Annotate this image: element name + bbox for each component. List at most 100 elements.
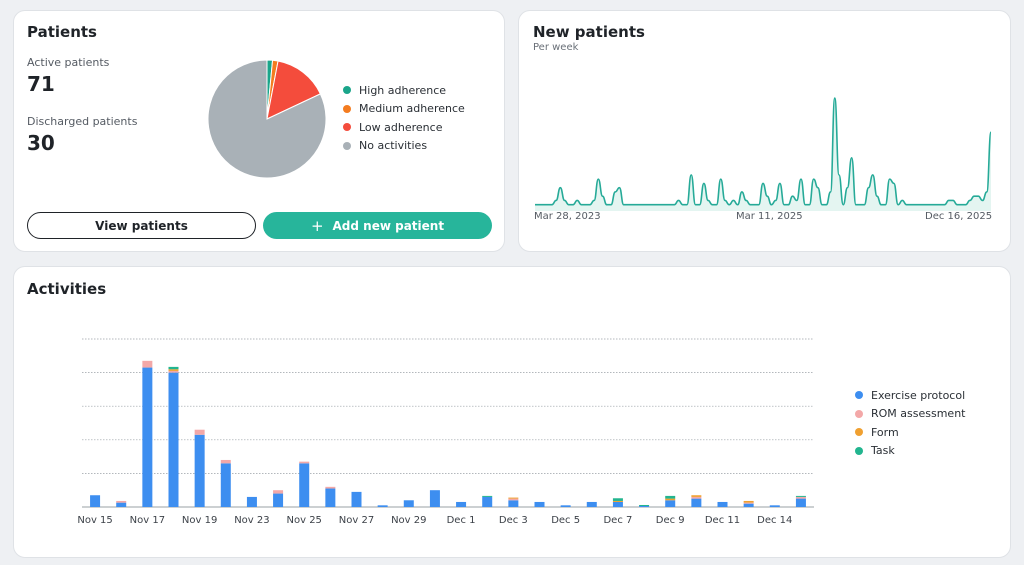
bar-exercise-protocol — [246, 496, 257, 507]
bar-exercise-protocol — [403, 500, 414, 507]
bar-exercise-protocol — [795, 498, 806, 507]
new-patients-area — [535, 98, 991, 211]
bar-exercise-protocol — [168, 372, 179, 507]
legend-item-form: Form — [855, 423, 966, 442]
bar-exercise-protocol — [142, 367, 153, 507]
plus-icon: + — [310, 216, 324, 235]
legend-dot — [855, 428, 863, 437]
bar-rom-assessment — [116, 500, 127, 503]
legend-dot — [343, 123, 351, 132]
x-tick-label: Dec 3 — [499, 515, 528, 526]
new-patients-line — [534, 97, 992, 206]
bar-rom-assessment — [194, 429, 205, 435]
bar-task — [168, 366, 179, 370]
legend-dot — [855, 446, 863, 455]
bar-exercise-protocol — [194, 434, 205, 507]
bar-form — [743, 500, 754, 503]
legend-item-high-adherence: High adherence — [343, 81, 465, 100]
adherence-pie-chart — [207, 59, 327, 179]
bar-exercise-protocol — [456, 501, 467, 507]
bar-rom-assessment — [743, 502, 754, 504]
x-tick-label: Dec 5 — [551, 515, 580, 526]
legend-label: Form — [871, 425, 899, 439]
bar-rom-assessment — [220, 459, 231, 464]
bar-rom-assessment — [325, 486, 336, 489]
x-tick-label: Nov 29 — [391, 515, 426, 526]
x-tick-label: Mar 28, 2023 — [534, 211, 601, 222]
bar-task — [482, 495, 493, 497]
new-patients-title: New patients — [533, 23, 645, 41]
patients-card: Patients Active patients 71 Discharged p… — [13, 10, 505, 252]
bar-rom-assessment — [795, 496, 806, 499]
x-tick-label: Nov 25 — [287, 515, 322, 526]
bar-form — [612, 500, 623, 502]
x-tick-label: Mar 11, 2025 — [736, 211, 803, 222]
x-tick-label: Nov 17 — [130, 515, 165, 526]
bar-exercise-protocol — [769, 505, 780, 507]
bar-form — [691, 495, 702, 497]
legend-label: No activities — [359, 139, 428, 153]
bar-form — [168, 369, 179, 371]
pie-slice-no-activities — [207, 59, 327, 179]
bar-exercise-protocol — [508, 500, 519, 507]
bar-exercise-protocol — [586, 501, 597, 507]
discharged-patients-value: 30 — [27, 131, 55, 155]
bar-task — [639, 504, 650, 506]
activities-legend: Exercise protocol ROM assessment Form Ta… — [855, 386, 966, 460]
legend-label: High adherence — [359, 83, 447, 97]
x-tick-label: Dec 14 — [757, 515, 792, 526]
view-patients-label: View patients — [95, 218, 188, 233]
new-patients-line-chart — [534, 97, 992, 211]
legend-label: Medium adherence — [359, 102, 465, 116]
legend-dot — [343, 141, 351, 150]
x-tick-label: Nov 15 — [77, 515, 112, 526]
x-tick-label: Nov 19 — [182, 515, 217, 526]
active-patients-label: Active patients — [27, 56, 110, 69]
bar-exercise-protocol — [220, 463, 231, 507]
legend-label: Task — [871, 444, 895, 458]
legend-item-exercise-protocol: Exercise protocol — [855, 386, 966, 405]
legend-label: Exercise protocol — [871, 388, 966, 402]
view-patients-button[interactable]: View patients — [27, 212, 256, 239]
bar-exercise-protocol — [482, 496, 493, 507]
bar-rom-assessment — [508, 498, 519, 501]
bar-rom-assessment — [299, 461, 310, 464]
x-tick-label: Dec 1 — [447, 515, 476, 526]
bar-exercise-protocol — [351, 491, 362, 507]
pie-slice-low-adherence — [266, 60, 322, 120]
bar-task — [665, 495, 676, 499]
activities-card: Activities Nov 15 Nov 17 Nov 19 Nov 23 Nov 2… — [13, 266, 1011, 558]
bar-exercise-protocol — [743, 503, 754, 507]
bar-rom-assessment — [142, 360, 153, 368]
bar-exercise-protocol — [639, 505, 650, 507]
x-tick-label: Nov 27 — [339, 515, 374, 526]
legend-label: ROM assessment — [871, 407, 966, 421]
bar-exercise-protocol — [534, 501, 545, 507]
x-tick-label: Dec 9 — [656, 515, 685, 526]
legend-dot — [343, 104, 351, 113]
new-patients-subtitle: Per week — [533, 42, 579, 53]
add-new-patient-button[interactable]: + Add new patient — [263, 212, 492, 239]
bar-exercise-protocol — [665, 500, 676, 507]
bar-exercise-protocol — [299, 463, 310, 507]
bar-exercise-protocol — [691, 498, 702, 507]
adherence-legend: High adherence Medium adherence Low adhe… — [343, 81, 465, 155]
bar-task — [795, 495, 806, 497]
legend-item-low-adherence: Low adherence — [343, 118, 465, 137]
legend-item-no-activities: No activities — [343, 137, 465, 156]
bar-exercise-protocol — [325, 488, 336, 507]
bar-form — [508, 497, 519, 499]
bar-rom-assessment — [691, 496, 702, 499]
bar-task — [612, 498, 623, 501]
patients-title: Patients — [27, 23, 97, 41]
bar-exercise-protocol — [116, 502, 127, 507]
legend-dot — [855, 391, 863, 400]
activities-bar-chart: Nov 15 Nov 17 Nov 19 Nov 23 Nov 25 Nov 27 Nov … — [77, 338, 814, 526]
legend-item-rom-assessment: ROM assessment — [855, 405, 966, 424]
bar-form — [665, 498, 676, 501]
bar-rom-assessment — [168, 370, 179, 373]
legend-item-task: Task — [855, 442, 966, 461]
bar-exercise-protocol — [273, 493, 284, 507]
legend-dot — [855, 409, 863, 418]
bar-rom-assessment — [273, 490, 284, 494]
